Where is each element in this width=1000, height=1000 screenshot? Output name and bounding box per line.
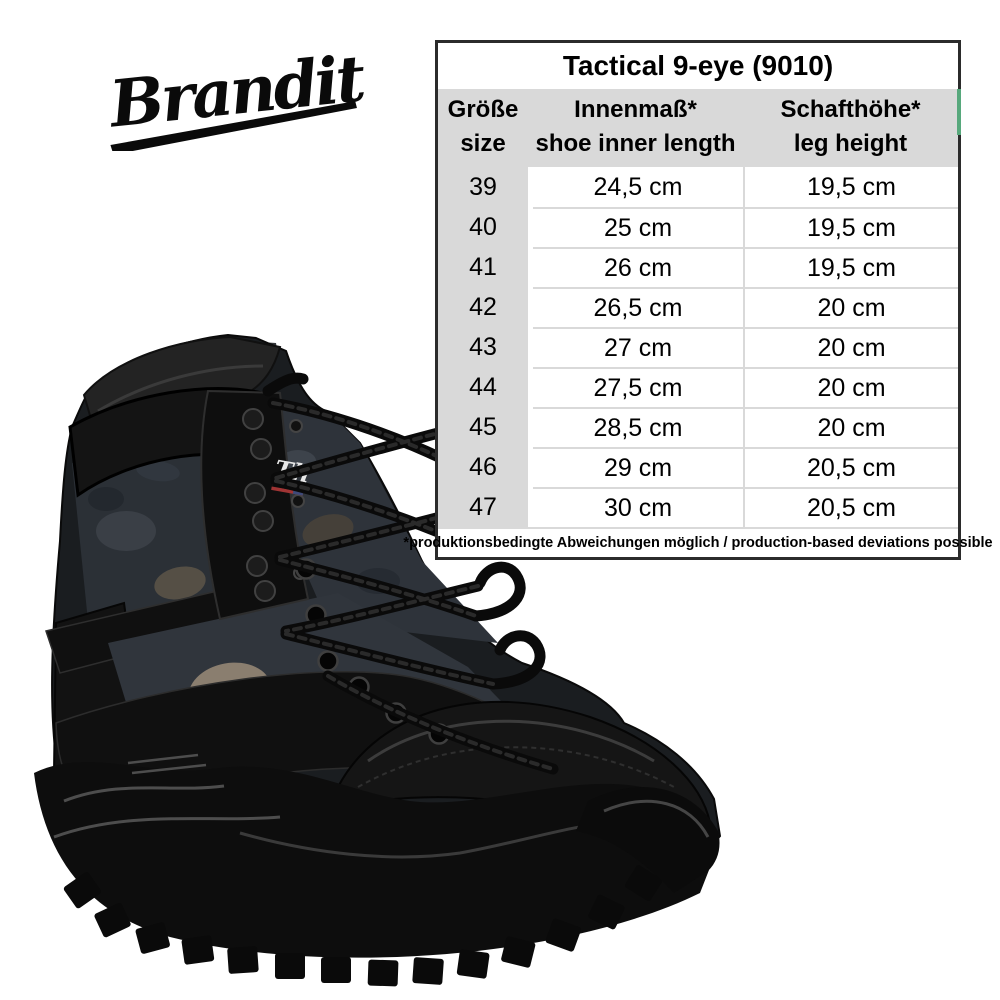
boot-toe-highlight	[367, 719, 655, 763]
cell-inner-length: 27 cm	[533, 327, 743, 367]
size-table-title: Tactical 9-eye (9010)	[438, 43, 958, 89]
cell-inner-length: 24,5 cm	[533, 167, 743, 207]
size-table-row: 42 26,5 cm 20 cm	[438, 287, 958, 327]
brand-logo-underline	[110, 101, 357, 151]
boot-bumper-groove	[603, 799, 710, 838]
size-table-footnote: *produktionsbedingte Abweichungen möglic…	[403, 527, 993, 557]
header-size-en: size	[460, 130, 506, 157]
cell-leg-height: 19,5 cm	[743, 247, 958, 287]
cell-leg-height: 19,5 cm	[743, 207, 958, 247]
cell-leg-height: 20,5 cm	[743, 487, 958, 527]
header-leg-height-en: leg height	[793, 130, 908, 157]
cell-size: 46	[438, 447, 528, 487]
cell-size: 39	[438, 167, 528, 207]
size-table-row: 45 28,5 cm 20 cm	[438, 407, 958, 447]
cell-size: 44	[438, 367, 528, 407]
cell-leg-height: 20 cm	[743, 327, 958, 367]
cell-inner-length: 28,5 cm	[533, 407, 743, 447]
size-table-row: 40 25 cm 19,5 cm	[438, 207, 958, 247]
cell-size: 45	[438, 407, 528, 447]
cell-size: 40	[438, 207, 528, 247]
header-inner-length-de: Innenmaß*	[574, 96, 697, 123]
cell-leg-height: 20 cm	[743, 407, 958, 447]
size-table-row: 44 27,5 cm 20 cm	[438, 367, 958, 407]
header-size-de: Größe	[447, 96, 519, 123]
cell-inner-length: 30 cm	[533, 487, 743, 527]
boot-speed-hooks	[242, 408, 307, 602]
cell-inner-length: 26 cm	[533, 247, 743, 287]
size-table-row: 41 26 cm 19,5 cm	[438, 247, 958, 287]
boot-outsole	[34, 762, 718, 958]
boot-toe-bumper	[576, 786, 720, 893]
size-table: Tactical 9-eye (9010) Größe size Innenma…	[403, 40, 993, 560]
boot-collar-mesh-line	[97, 364, 264, 413]
cell-inner-length: 25 cm	[533, 207, 743, 247]
boot-toe-stitch	[357, 746, 675, 788]
cell-leg-height: 20 cm	[743, 367, 958, 407]
header-leg-height-de: Schafthöhe*	[780, 96, 921, 123]
cell-leg-height: 20 cm	[743, 287, 958, 327]
size-table-row: 46 29 cm 20,5 cm	[438, 447, 958, 487]
brand-logo: Brandit	[104, 41, 369, 151]
header-inner-length: Innenmaß* shoe inner length	[528, 93, 743, 161]
header-size: Größe size	[438, 93, 528, 161]
size-table-body: 39 24,5 cm 19,5 cm 40 25 cm 19,5 cm 41 2…	[438, 167, 958, 527]
cell-inner-length: 27,5 cm	[533, 367, 743, 407]
size-table-row: 43 27 cm 20 cm	[438, 327, 958, 367]
cell-leg-height: 19,5 cm	[743, 167, 958, 207]
size-table-row: 39 24,5 cm 19,5 cm	[438, 167, 958, 207]
cell-size: 47	[438, 487, 528, 527]
boot-sole-lugs	[63, 865, 663, 987]
cell-size: 41	[438, 247, 528, 287]
size-table-row: 47 30 cm 20,5 cm	[438, 487, 958, 527]
header-inner-length-en: shoe inner length	[535, 130, 736, 157]
cell-leg-height: 20,5 cm	[743, 447, 958, 487]
green-accent-strip	[957, 89, 961, 135]
header-leg-height: Schafthöhe* leg height	[743, 93, 958, 161]
cell-inner-length: 26,5 cm	[533, 287, 743, 327]
size-table-header: Größe size Innenmaß* shoe inner length S…	[438, 89, 958, 167]
cell-size: 42	[438, 287, 528, 327]
cell-inner-length: 29 cm	[533, 447, 743, 487]
cell-size: 43	[438, 327, 528, 367]
